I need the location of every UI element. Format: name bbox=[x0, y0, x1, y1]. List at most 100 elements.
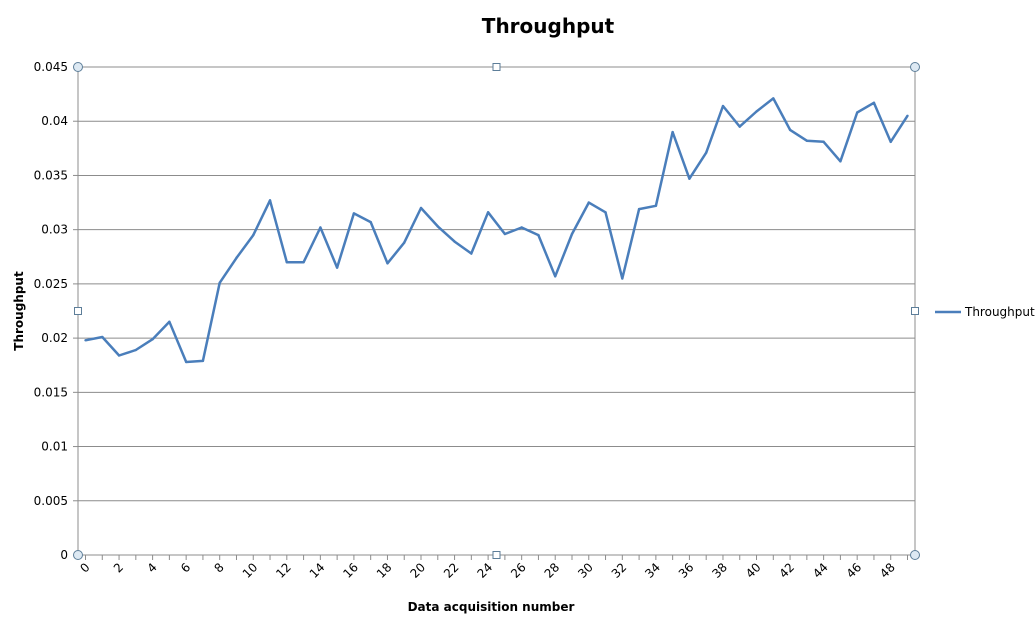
data-point bbox=[621, 277, 624, 280]
data-point bbox=[403, 241, 406, 244]
data-point bbox=[604, 211, 607, 214]
chart-title: Throughput bbox=[482, 14, 615, 38]
x-tick-label: 4 bbox=[144, 560, 159, 575]
data-point bbox=[704, 151, 708, 154]
y-tick-label: 0.03 bbox=[41, 223, 68, 237]
data-point bbox=[218, 281, 221, 285]
data-point bbox=[352, 212, 356, 215]
data-point bbox=[738, 125, 741, 128]
x-tick-label: 10 bbox=[240, 560, 261, 581]
data-point bbox=[486, 211, 490, 214]
x-tick-label: 42 bbox=[776, 560, 797, 581]
x-tick-label: 6 bbox=[178, 560, 193, 575]
data-point bbox=[235, 256, 238, 260]
data-point bbox=[386, 262, 389, 265]
data-point bbox=[788, 128, 792, 132]
x-tick-label: 22 bbox=[441, 560, 462, 581]
data-point bbox=[134, 348, 138, 352]
data-point bbox=[906, 114, 909, 118]
data-point bbox=[319, 226, 322, 229]
resize-handle-edge[interactable] bbox=[492, 551, 501, 559]
x-tick-label: 40 bbox=[743, 560, 764, 581]
y-axis-title: Throughput bbox=[12, 271, 26, 351]
y-tick-label: 0 bbox=[60, 548, 68, 562]
x-tick-label: 12 bbox=[273, 560, 294, 581]
data-point bbox=[637, 207, 641, 211]
resize-handle-edge[interactable] bbox=[74, 307, 82, 315]
x-tick-label: 16 bbox=[340, 560, 361, 581]
x-tick-label: 0 bbox=[77, 560, 92, 575]
x-tick-label: 18 bbox=[374, 560, 395, 581]
data-point bbox=[117, 354, 121, 357]
plot-area-border bbox=[77, 66, 916, 556]
legend-label-throughput: Throughput bbox=[964, 305, 1035, 319]
resize-handle-edge[interactable] bbox=[492, 63, 501, 71]
data-point bbox=[101, 335, 104, 339]
y-tick-label: 0.01 bbox=[41, 440, 68, 454]
x-tick-label: 30 bbox=[575, 560, 596, 581]
data-point bbox=[654, 204, 658, 208]
series-line-throughput bbox=[85, 97, 909, 364]
y-tick-label: 0.035 bbox=[34, 168, 68, 182]
y-tick-label: 0.025 bbox=[34, 277, 68, 291]
x-tick-label: 32 bbox=[609, 560, 630, 581]
data-point bbox=[805, 139, 809, 142]
x-tick-label: 48 bbox=[877, 560, 898, 581]
y-axis-tick-labels: 0 0.005 0.01 0.015 0.02 0.025 0.03 0.035 0.04 0.0… bbox=[34, 60, 68, 562]
y-tick-label: 0.015 bbox=[34, 385, 68, 399]
legend: Throughput bbox=[935, 305, 1035, 319]
data-point bbox=[470, 252, 473, 255]
data-point bbox=[369, 220, 372, 224]
x-tick-label: 24 bbox=[475, 560, 496, 581]
data-point bbox=[285, 261, 289, 264]
series-layer bbox=[84, 97, 909, 364]
data-point bbox=[537, 233, 540, 237]
data-point bbox=[671, 130, 674, 134]
y-tick-label: 0.005 bbox=[34, 494, 68, 508]
x-tick-label: 20 bbox=[407, 560, 428, 581]
data-point bbox=[453, 240, 456, 243]
y-tick-label: 0.02 bbox=[41, 331, 68, 345]
data-point bbox=[855, 111, 859, 114]
data-point bbox=[151, 337, 154, 341]
x-tick-label: 2 bbox=[111, 560, 126, 575]
resize-handle-edge[interactable] bbox=[911, 307, 919, 315]
data-point bbox=[889, 140, 892, 144]
x-axis-tick-labels: 0 2 4 6 8 10 12 14 16 18 20 22 24 26 28 30 32 34 36 38 40 42 4… bbox=[77, 560, 898, 581]
y-tick-label: 0.04 bbox=[41, 114, 68, 128]
data-point bbox=[587, 201, 590, 204]
data-point bbox=[554, 275, 557, 278]
x-tick-label: 46 bbox=[844, 560, 865, 581]
data-point bbox=[84, 339, 87, 342]
data-point bbox=[335, 266, 339, 269]
data-point bbox=[503, 232, 507, 236]
y-tick-label: 0.045 bbox=[34, 60, 68, 74]
gridlines bbox=[73, 66, 916, 560]
data-point bbox=[688, 177, 691, 180]
x-tick-label: 28 bbox=[542, 560, 563, 581]
x-tick-label: 44 bbox=[810, 560, 831, 581]
data-point bbox=[570, 232, 574, 236]
resize-handle-corner[interactable] bbox=[73, 62, 83, 72]
data-point bbox=[839, 160, 842, 163]
data-point bbox=[721, 104, 725, 108]
data-point bbox=[268, 199, 272, 202]
x-axis-title: Data acquisition number bbox=[408, 600, 575, 614]
data-point bbox=[184, 360, 188, 364]
resize-handle-corner[interactable] bbox=[910, 550, 920, 560]
resize-handle-corner[interactable] bbox=[910, 62, 920, 72]
resize-handle-corner[interactable] bbox=[73, 550, 83, 560]
data-point bbox=[436, 225, 439, 228]
data-point bbox=[201, 359, 205, 363]
data-point bbox=[302, 261, 305, 264]
data-point bbox=[772, 97, 775, 100]
data-point bbox=[872, 101, 876, 104]
selection-handles[interactable] bbox=[73, 62, 920, 560]
data-point bbox=[168, 320, 171, 324]
data-point bbox=[755, 110, 758, 113]
x-tick-label: 34 bbox=[642, 560, 663, 581]
data-point bbox=[419, 206, 423, 210]
x-tick-label: 26 bbox=[508, 560, 529, 581]
data-point bbox=[252, 233, 255, 237]
